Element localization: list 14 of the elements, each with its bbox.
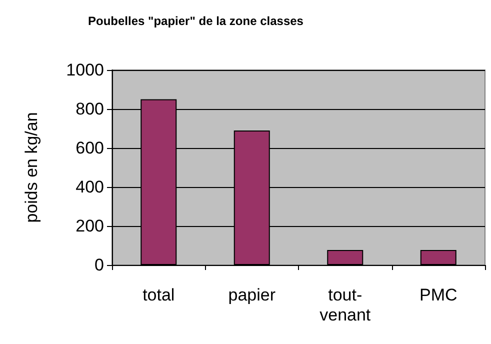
bar — [327, 250, 364, 265]
x-tick-label: PMC — [419, 286, 458, 304]
x-tick-label: papier — [228, 286, 276, 304]
chart-title: Poubelles "papier" de la zone classes — [88, 14, 304, 28]
y-tick-label: 600 — [76, 138, 104, 158]
y-tick-label: 200 — [76, 216, 104, 236]
y-axis-title: poids en kg/an — [22, 112, 41, 223]
y-tick-label: 400 — [76, 178, 104, 196]
x-tick-label: tout-venant — [320, 286, 371, 324]
bar — [420, 250, 456, 265]
y-tick-label: 1000 — [66, 60, 104, 80]
y-tick-label: 0 — [94, 256, 104, 274]
y-tick-label: 800 — [76, 100, 104, 118]
x-tick-label: total — [142, 286, 175, 304]
